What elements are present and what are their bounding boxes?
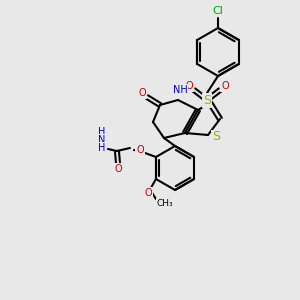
Text: O: O: [114, 164, 122, 174]
Text: NH: NH: [172, 85, 188, 95]
Text: O: O: [221, 81, 229, 91]
Text: CH₃: CH₃: [157, 199, 173, 208]
Text: O: O: [144, 188, 152, 198]
Text: O: O: [138, 88, 146, 98]
Text: S: S: [212, 130, 220, 143]
Text: H: H: [98, 143, 106, 153]
Text: N: N: [98, 135, 106, 145]
Text: O: O: [185, 81, 193, 91]
Text: Cl: Cl: [213, 6, 224, 16]
Text: O: O: [136, 145, 144, 155]
Text: S: S: [203, 94, 211, 106]
Text: H: H: [98, 127, 106, 137]
